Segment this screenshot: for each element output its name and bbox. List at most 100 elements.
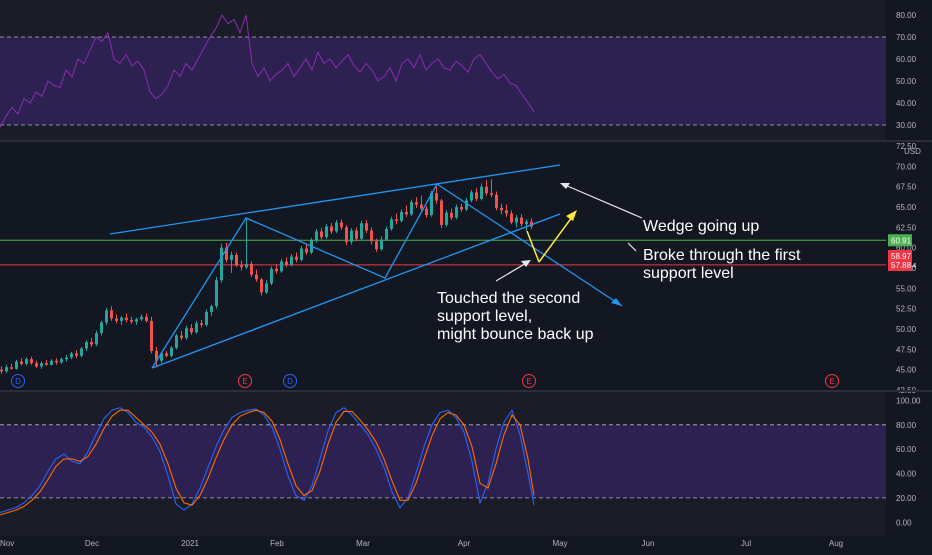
candle-body bbox=[215, 280, 218, 307]
zigzag-pattern[interactable] bbox=[151, 183, 623, 369]
rsi-tick-label: 60.00 bbox=[896, 55, 917, 64]
candle-body bbox=[160, 353, 163, 361]
stoch-tick-label: 20.00 bbox=[896, 494, 917, 503]
candle-body bbox=[55, 360, 58, 363]
candle-body bbox=[290, 256, 293, 265]
wedge-upper-line[interactable] bbox=[109, 164, 561, 235]
rsi-tick-label: 80.00 bbox=[896, 11, 917, 20]
stoch-band bbox=[0, 424, 886, 498]
candle-body bbox=[500, 207, 503, 211]
candle-body bbox=[460, 207, 463, 210]
price-tick-label: 72.50 bbox=[896, 142, 917, 151]
candle-body bbox=[425, 208, 428, 216]
candle-body bbox=[105, 310, 108, 323]
zigzag-arrowhead bbox=[611, 298, 622, 306]
candle-body bbox=[525, 221, 528, 225]
stoch-tick-label: 60.00 bbox=[896, 445, 917, 454]
candle-body bbox=[205, 311, 208, 325]
candle-body bbox=[25, 359, 28, 364]
broke-pointer-line[interactable] bbox=[627, 242, 637, 252]
price-tick-label: 60.00 bbox=[896, 244, 917, 253]
time-tick-label: 2021 bbox=[181, 539, 199, 548]
price-tag-red-text: 57.88 bbox=[891, 261, 912, 270]
candle-body bbox=[0, 369, 3, 372]
time-tick-label: Jul bbox=[741, 539, 751, 548]
candle-body bbox=[30, 359, 33, 364]
annotation-broke-line2[interactable]: support level bbox=[643, 265, 734, 282]
candle-body bbox=[40, 363, 43, 367]
price-pane[interactable]: 72.5070.0067.5065.0062.5060.0057.5055.00… bbox=[0, 142, 921, 395]
candle-body bbox=[440, 200, 443, 225]
stoch-tick-label: 40.00 bbox=[896, 470, 917, 479]
candle-body bbox=[275, 268, 278, 272]
candle-body bbox=[70, 353, 73, 358]
price-tag-red bbox=[888, 258, 912, 271]
candle-body bbox=[340, 222, 343, 228]
dividend-event-marker[interactable] bbox=[11, 374, 25, 388]
time-tick-label: Nov bbox=[0, 539, 14, 548]
candle-body bbox=[475, 192, 478, 199]
candle-body bbox=[10, 367, 13, 369]
annotation-broke-line1[interactable]: Broke through the first bbox=[643, 247, 801, 264]
yellow-drop-line[interactable] bbox=[526, 230, 540, 263]
candle-body bbox=[235, 254, 238, 266]
stoch-tick-label: 100.00 bbox=[896, 396, 921, 405]
time-tick-label: Feb bbox=[270, 539, 284, 548]
annotation-touched-line2[interactable]: support level, bbox=[437, 308, 532, 325]
candle-body bbox=[380, 239, 383, 250]
candle-body bbox=[150, 320, 153, 351]
dividend-event-marker[interactable] bbox=[283, 374, 297, 388]
candle-body bbox=[420, 204, 423, 209]
stochastic-pane[interactable]: 100.00 80.00 60.00 40.00 20.00 0.00 bbox=[0, 392, 921, 536]
candle-body bbox=[295, 256, 298, 260]
time-tick-label: Aug bbox=[829, 539, 843, 548]
price-tag-current-text: 58.97 bbox=[891, 252, 912, 261]
candle-body bbox=[315, 231, 318, 241]
annotation-touched-line3[interactable]: might bounce back up bbox=[437, 326, 594, 343]
rsi-pane[interactable]: 80.00 70.00 60.00 50.00 40.00 30.00 bbox=[0, 0, 917, 140]
candle-body bbox=[230, 254, 233, 260]
annotation-touched-line1[interactable]: Touched the second bbox=[437, 290, 580, 307]
candle-body bbox=[435, 193, 438, 201]
candle-body bbox=[345, 227, 348, 242]
drawings[interactable] bbox=[109, 164, 643, 369]
candle-body bbox=[280, 261, 283, 272]
earnings-event-marker[interactable] bbox=[238, 374, 252, 388]
candle-body bbox=[140, 316, 143, 320]
time-tick-label: Jun bbox=[642, 539, 655, 548]
wedge-lower-line[interactable] bbox=[151, 213, 561, 369]
candle-body bbox=[165, 353, 168, 356]
currency-label: USD bbox=[904, 147, 921, 156]
candle-body bbox=[400, 211, 403, 221]
candle-body bbox=[330, 226, 333, 232]
candle-body bbox=[245, 263, 248, 268]
rsi-band bbox=[0, 37, 886, 125]
time-axis[interactable]: Nov Dec 2021 Feb Mar Apr May Jun Jul Aug bbox=[0, 539, 843, 548]
earnings-event-marker[interactable] bbox=[522, 374, 536, 388]
candle-body bbox=[80, 348, 83, 356]
annotation-wedge[interactable]: Wedge going up bbox=[643, 218, 759, 235]
candle-body bbox=[370, 230, 373, 242]
yellow-bounce-line[interactable] bbox=[538, 212, 576, 263]
wedge-pointer-arrowhead bbox=[560, 183, 570, 189]
candle-body bbox=[265, 283, 268, 293]
candle-body bbox=[260, 279, 263, 293]
candle-body bbox=[510, 213, 513, 223]
earnings-event-marker[interactable] bbox=[825, 374, 839, 388]
candle-body bbox=[385, 228, 388, 240]
candle-body bbox=[190, 328, 193, 333]
wedge-pointer-arrow[interactable] bbox=[564, 184, 643, 219]
candle-body bbox=[325, 226, 328, 238]
price-tick-label: 55.00 bbox=[896, 284, 917, 293]
candle-body bbox=[430, 193, 433, 216]
candle-body bbox=[270, 268, 273, 284]
candle-body bbox=[305, 248, 308, 253]
stoch-tick-label: 0.00 bbox=[896, 518, 912, 527]
dividend-event-label: D bbox=[15, 377, 21, 386]
candle-body bbox=[155, 350, 158, 361]
touched-pointer-arrow[interactable] bbox=[495, 261, 529, 282]
candle-body bbox=[375, 241, 378, 250]
